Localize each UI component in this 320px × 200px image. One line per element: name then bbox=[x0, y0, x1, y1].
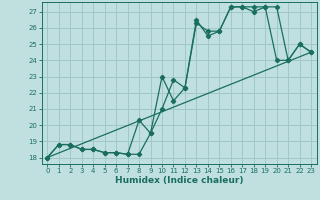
X-axis label: Humidex (Indice chaleur): Humidex (Indice chaleur) bbox=[115, 176, 244, 185]
